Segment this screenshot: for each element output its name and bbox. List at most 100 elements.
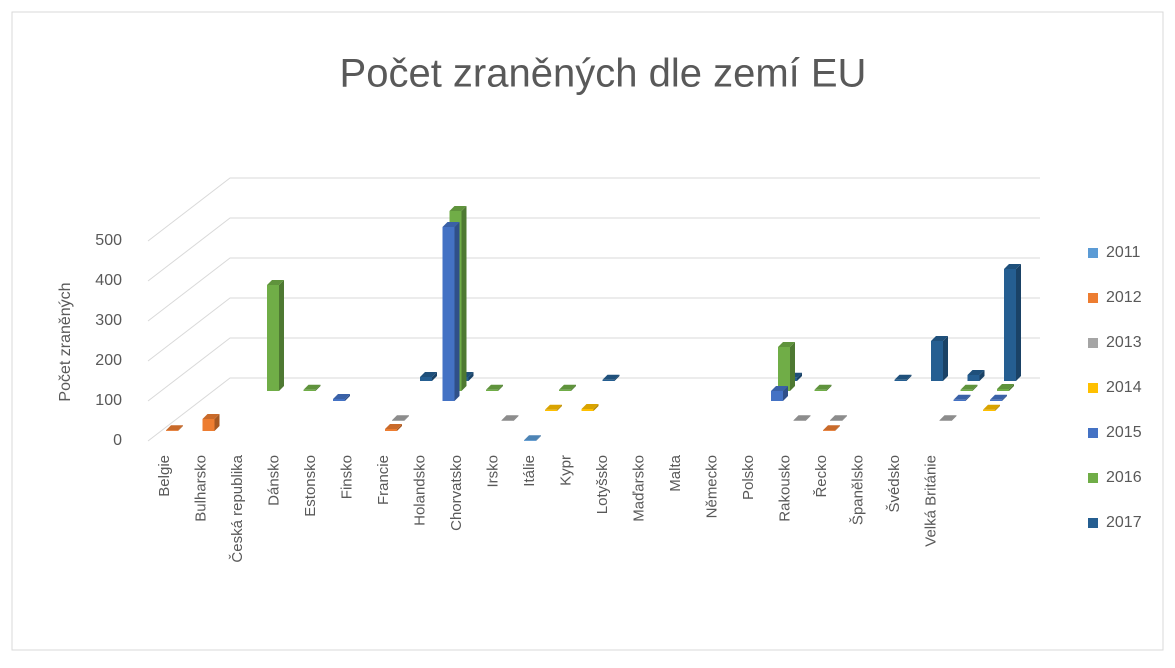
bar-front [420, 377, 432, 381]
bar-top [778, 342, 795, 347]
legend-label: 2015 [1106, 424, 1142, 441]
bar-top [581, 404, 599, 409]
grid-line [147, 337, 1040, 402]
bar-side [906, 374, 912, 381]
bar-front [939, 420, 952, 421]
x-tick-label: Estonsko [302, 455, 319, 517]
y-tick-label: 200 [95, 352, 122, 369]
x-tick-label: Rakousko [776, 455, 793, 522]
legend-swatch [1088, 518, 1098, 528]
bar [602, 374, 620, 381]
bar-top [166, 425, 183, 431]
bar [166, 425, 183, 431]
bar-top [793, 415, 811, 421]
x-tick-label: Kypr [557, 455, 574, 486]
legend-swatch [1088, 338, 1098, 348]
bar-side [178, 425, 183, 431]
y-tick-label: 500 [95, 232, 122, 249]
chart-border [11, 11, 1164, 651]
bar-front [392, 420, 404, 421]
y-tick-label: 300 [95, 312, 122, 329]
legend-swatch [1088, 428, 1098, 438]
bar-side [842, 415, 847, 421]
bar-top [545, 404, 562, 410]
bar [823, 425, 840, 431]
legend-label: 2011 [1106, 244, 1141, 261]
bar-front [333, 399, 345, 401]
bar [545, 404, 562, 411]
bar-top [771, 386, 788, 391]
bar-top [823, 425, 840, 431]
legend-label: 2016 [1106, 469, 1142, 486]
chart-title: Počet zraněných dle zemí EU [340, 52, 867, 96]
bar-front [545, 409, 557, 411]
bar-side [965, 394, 971, 401]
bar-side [557, 404, 562, 411]
x-tick-label: Malta [667, 454, 684, 491]
legend-label: 2013 [1106, 334, 1142, 351]
bar [559, 384, 576, 391]
bar-front [983, 409, 995, 411]
bar-side [461, 206, 467, 391]
bar-side [345, 394, 350, 401]
bar [267, 280, 284, 391]
x-tick-label: Francie [375, 455, 392, 505]
legend-label: 2012 [1106, 289, 1142, 306]
bar-side [513, 415, 519, 421]
bar-side [614, 374, 620, 381]
x-tick-label: Švédsko [886, 455, 903, 513]
bar-top [814, 384, 832, 390]
bar-front [778, 347, 790, 391]
y-tick-label: 100 [95, 392, 122, 409]
x-tick-label: Irsko [484, 455, 501, 488]
bar-front [501, 420, 514, 421]
bar-top [449, 206, 467, 211]
bar-side [972, 384, 978, 391]
x-tick-label: Belgie [156, 455, 173, 497]
bar-side [995, 404, 1000, 411]
bar-front [814, 389, 827, 391]
x-tick-label: Velká Británie [922, 455, 939, 547]
bar-top [931, 336, 948, 341]
bar-front [931, 341, 943, 381]
bar-top [486, 384, 503, 390]
bar-side [593, 404, 599, 411]
bar-front [202, 419, 215, 431]
bar [931, 336, 948, 381]
y-tick-label: 400 [95, 272, 122, 289]
bar-side [468, 372, 474, 381]
x-tick-label: Chorvatsko [448, 455, 465, 531]
bar [303, 384, 321, 391]
bar [997, 384, 1014, 391]
bar-front [524, 440, 536, 441]
bar-front [990, 399, 1002, 401]
bar-front [486, 389, 498, 391]
x-tick-label: Německo [703, 455, 720, 518]
bar [1004, 264, 1021, 381]
x-tick-label: Polsko [740, 455, 757, 500]
legend-swatch [1088, 293, 1098, 303]
bar-side [790, 342, 795, 391]
bar-front [960, 389, 973, 391]
legend-label: 2017 [1106, 514, 1142, 531]
bar-front [830, 420, 842, 421]
bar-top [983, 404, 1000, 410]
x-tick-label: Dánsko [265, 455, 282, 506]
bar-front [1004, 269, 1016, 381]
bar-side [835, 425, 840, 431]
bar-top [333, 394, 350, 399]
bar-front [953, 399, 966, 401]
bar-side [397, 424, 402, 431]
bar-front [267, 285, 279, 391]
bar-front [602, 379, 615, 381]
bar-top [442, 222, 460, 227]
grid-line [147, 297, 1040, 362]
bar [814, 384, 832, 391]
bar [771, 386, 788, 401]
x-tick-label: Španělsko [849, 455, 866, 525]
legend-swatch [1088, 383, 1098, 393]
x-tick-label: Bulharsko [192, 455, 209, 522]
bar-side [951, 415, 957, 421]
bar [990, 394, 1007, 401]
bar [333, 394, 350, 401]
